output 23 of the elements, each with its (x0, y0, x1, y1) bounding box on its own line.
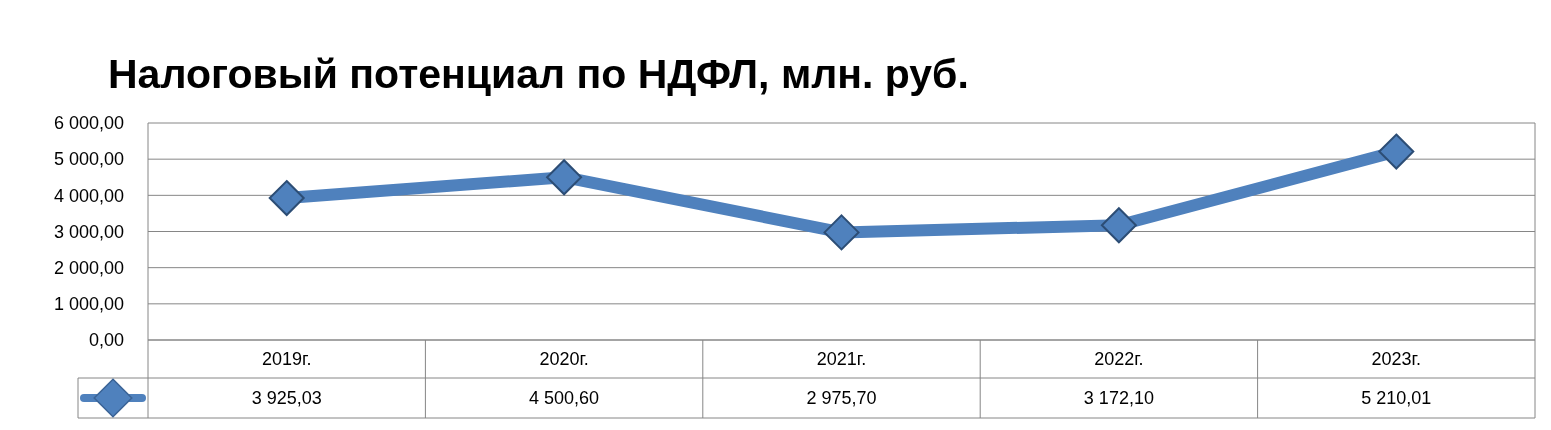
y-tick-label: 3 000,00 (53, 221, 124, 242)
point (268, 180, 305, 217)
y-tick-label: 1 000,00 (53, 294, 124, 315)
data-label: 3 925,03 (251, 388, 322, 409)
data-label: 4 500,60 (529, 388, 600, 409)
chart-title: Налоговый потенциал по НДФЛ, млн. руб. (108, 51, 969, 97)
y-tick-label: 6 000,00 (53, 113, 124, 134)
y-tick-label: 2 000,00 (53, 257, 124, 278)
y-tick-label: 4 000,00 (53, 185, 124, 206)
data-label: 3 172,10 (1083, 388, 1154, 409)
data-label: 5 210,01 (1361, 388, 1432, 409)
y-tick-label: 5 000,00 (53, 149, 124, 170)
data-label: 2 975,70 (806, 388, 877, 409)
x-tick-label: 2021г. (816, 349, 867, 370)
x-tick-label: 2022г. (1094, 349, 1144, 370)
point (546, 159, 583, 196)
x-tick-label: 2019г. (261, 349, 312, 370)
point (1378, 133, 1415, 170)
point (1100, 207, 1137, 244)
x-tick-label: 2020г. (539, 349, 589, 370)
x-tick-label: 2023г. (1371, 349, 1422, 370)
y-tick-label: 0,00 (88, 330, 124, 351)
point (823, 214, 860, 251)
